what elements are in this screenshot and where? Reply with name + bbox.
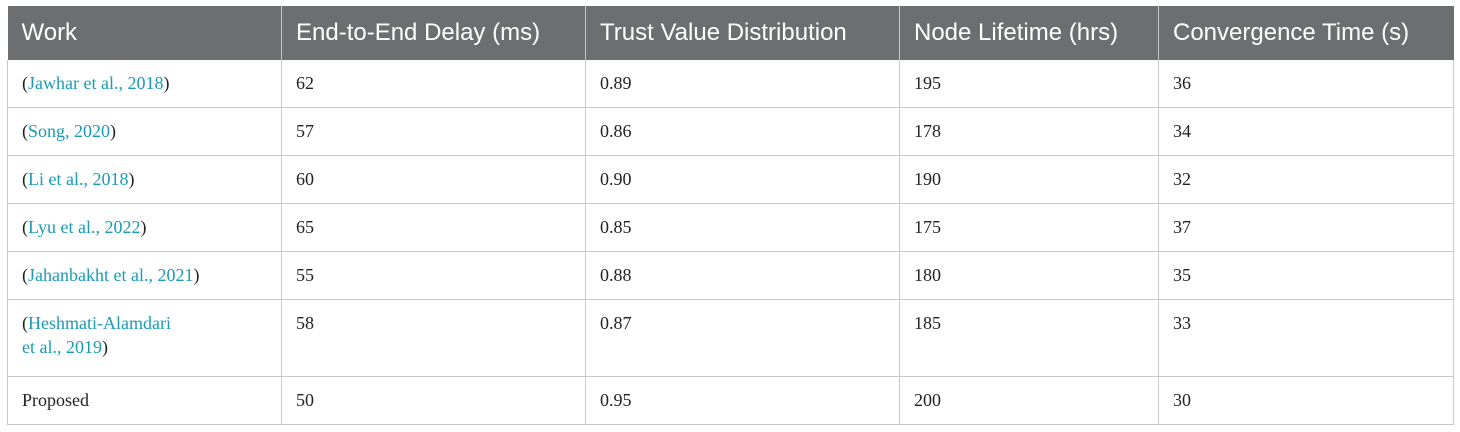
citation-link[interactable]: Lyu et al., 2022 — [28, 217, 141, 237]
lifetime-cell: 195 — [899, 60, 1159, 108]
work-cell: (Lyu et al., 2022) — [7, 203, 282, 252]
citation-link[interactable]: Song, 2020 — [28, 121, 111, 141]
close-paren: ) — [193, 265, 200, 285]
header-work: Work — [7, 6, 282, 60]
table-row: (Lyu et al., 2022) 65 0.85 175 37 — [7, 203, 1454, 252]
header-node-lifetime: Node Lifetime (hrs) — [899, 6, 1159, 60]
open-paren: ( — [22, 217, 28, 237]
convergence-cell: 32 — [1158, 155, 1454, 204]
lifetime-cell: 200 — [899, 376, 1159, 425]
lifetime-cell: 178 — [899, 107, 1159, 156]
delay-cell: 55 — [281, 251, 586, 300]
delay-cell: 65 — [281, 203, 586, 252]
delay-cell: 62 — [281, 60, 586, 108]
header-trust-value-distribution: Trust Value Distribution — [585, 6, 900, 60]
trust-cell: 0.90 — [585, 155, 900, 204]
table-row: (Jawhar et al., 2018) 62 0.89 195 36 — [7, 60, 1454, 108]
citation-link[interactable]: Li et al., 2018 — [28, 169, 129, 189]
citation-link[interactable]: Jahanbakht et al., 2021 — [28, 265, 194, 285]
trust-cell: 0.89 — [585, 60, 900, 108]
comparison-table: Work End-to-End Delay (ms) Trust Value D… — [7, 6, 1454, 425]
table-row: (Li et al., 2018) 60 0.90 190 32 — [7, 155, 1454, 204]
convergence-cell: 33 — [1158, 299, 1454, 377]
lifetime-cell: 185 — [899, 299, 1159, 377]
trust-cell: 0.85 — [585, 203, 900, 252]
trust-cell: 0.87 — [585, 299, 900, 377]
table-row: (Song, 2020) 57 0.86 178 34 — [7, 107, 1454, 156]
table-row: Proposed 50 0.95 200 30 — [7, 376, 1454, 425]
delay-cell: 60 — [281, 155, 586, 204]
trust-cell: 0.86 — [585, 107, 900, 156]
lifetime-cell: 190 — [899, 155, 1159, 204]
convergence-cell: 34 — [1158, 107, 1454, 156]
work-cell: Proposed — [7, 376, 282, 425]
header-convergence-time: Convergence Time (s) — [1158, 6, 1454, 60]
header-row: Work End-to-End Delay (ms) Trust Value D… — [7, 6, 1454, 60]
work-cell: (Song, 2020) — [7, 107, 282, 156]
open-paren: ( — [22, 265, 28, 285]
work-cell: (Jahanbakht et al., 2021) — [7, 251, 282, 300]
delay-cell: 50 — [281, 376, 586, 425]
close-paren: ) — [128, 169, 135, 189]
trust-cell: 0.95 — [585, 376, 900, 425]
work-cell: (Jawhar et al., 2018) — [7, 60, 282, 108]
convergence-cell: 36 — [1158, 60, 1454, 108]
convergence-cell: 37 — [1158, 203, 1454, 252]
open-paren: ( — [22, 121, 28, 141]
citation-link[interactable]: Jawhar et al., 2018 — [28, 73, 164, 93]
lifetime-cell: 175 — [899, 203, 1159, 252]
lifetime-cell: 180 — [899, 251, 1159, 300]
convergence-cell: 35 — [1158, 251, 1454, 300]
convergence-cell: 30 — [1158, 376, 1454, 425]
work-cell: (Li et al., 2018) — [7, 155, 282, 204]
close-paren: ) — [163, 73, 170, 93]
open-paren: ( — [22, 73, 28, 93]
delay-cell: 58 — [281, 299, 586, 377]
work-cell: (Heshmati-Alamdari et al., 2019) — [7, 299, 282, 377]
close-paren: ) — [101, 337, 108, 357]
close-paren: ) — [110, 121, 117, 141]
citation-link-line-1[interactable]: Heshmati-Alamdari — [28, 313, 171, 333]
open-paren: ( — [22, 169, 28, 189]
open-paren: ( — [22, 313, 28, 333]
delay-cell: 57 — [281, 107, 586, 156]
close-paren: ) — [140, 217, 147, 237]
table-row: (Heshmati-Alamdari et al., 2019) 58 0.87 … — [7, 299, 1454, 377]
table-row: (Jahanbakht et al., 2021) 55 0.88 180 35 — [7, 251, 1454, 300]
header-end-to-end-delay: End-to-End Delay (ms) — [281, 6, 586, 60]
citation-link-line-2[interactable]: et al., 2019 — [22, 337, 102, 357]
trust-cell: 0.88 — [585, 251, 900, 300]
